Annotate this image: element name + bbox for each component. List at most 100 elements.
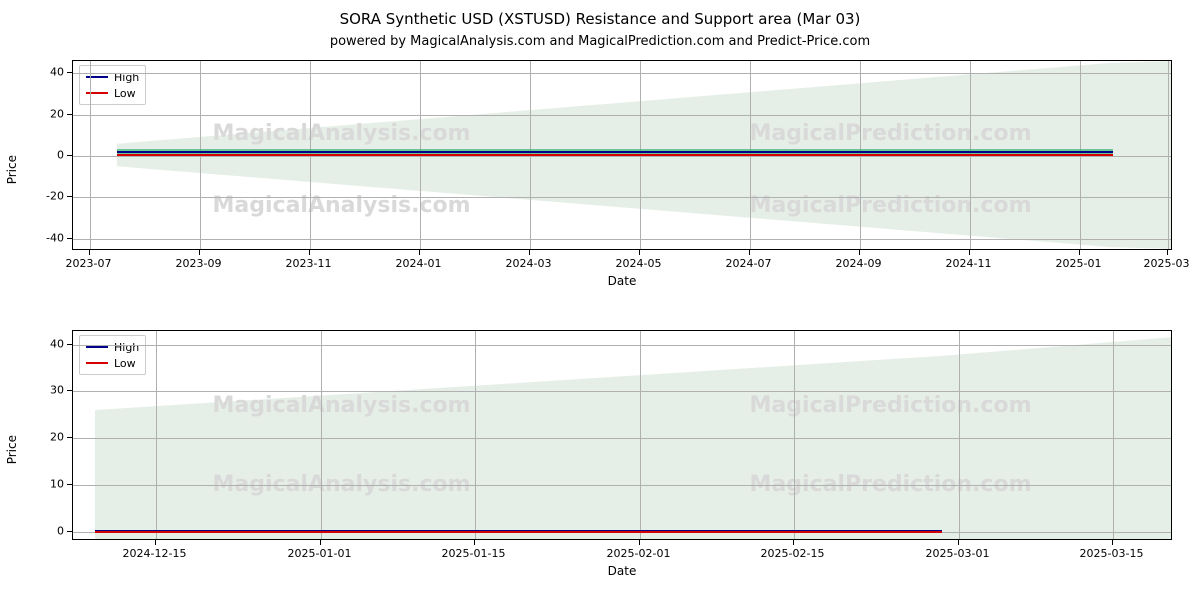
y-tick-label: 30 — [24, 384, 64, 397]
tick-mark — [419, 250, 420, 255]
legend-swatch-low — [86, 362, 108, 364]
x-tick-label: 2023-09 — [176, 257, 222, 270]
x-tick-label: 2024-01 — [396, 257, 442, 270]
legend-item-high: High — [86, 69, 139, 85]
chart-title: SORA Synthetic USD (XSTUSD) Resistance a… — [0, 10, 1200, 28]
tick-mark — [67, 531, 72, 532]
gridline — [156, 331, 157, 539]
watermark: MagicalAnalysis.com — [213, 121, 471, 146]
y-axis-label: Price — [5, 435, 19, 464]
x-tick-label: 2024-03 — [506, 257, 552, 270]
page: SORA Synthetic USD (XSTUSD) Resistance a… — [0, 0, 1200, 600]
tick-mark — [1167, 250, 1168, 255]
y-tick-label: 40 — [24, 337, 64, 350]
gridline — [73, 197, 1171, 198]
legend-item-high: High — [86, 339, 139, 355]
gridline — [73, 485, 1171, 486]
tick-mark — [67, 114, 72, 115]
tick-mark — [474, 540, 475, 545]
x-tick-label: 2024-11 — [946, 257, 992, 270]
y-tick-label: 0 — [24, 149, 64, 162]
shade-lower — [73, 331, 1171, 539]
watermark: MagicalAnalysis.com — [213, 393, 471, 418]
legend-swatch-high — [86, 346, 108, 348]
chart-subtitle: powered by MagicalAnalysis.com and Magic… — [0, 34, 1200, 49]
tick-mark — [1112, 540, 1113, 545]
gridline — [73, 438, 1171, 439]
tick-mark — [639, 540, 640, 545]
y-tick-label: 20 — [24, 107, 64, 120]
x-tick-label: 2024-09 — [836, 257, 882, 270]
x-tick-label: 2025-03-15 — [1080, 547, 1144, 560]
y-tick-label: -40 — [24, 231, 64, 244]
watermark-row-bot-1: MagicalAnalysis.com MagicalPrediction.co… — [73, 393, 1171, 418]
x-axis-label: Date — [72, 564, 1172, 578]
tick-mark — [67, 344, 72, 345]
tick-mark — [309, 250, 310, 255]
gridline — [73, 239, 1171, 240]
legend-item-low: Low — [86, 85, 139, 101]
legend-label: Low — [114, 87, 136, 100]
gridline — [73, 345, 1171, 346]
x-tick-label: 2025-03 — [1144, 257, 1190, 270]
y-tick-label: 10 — [24, 477, 64, 490]
gridline — [73, 73, 1171, 74]
gridline — [73, 115, 1171, 116]
watermark-row-top-1: MagicalAnalysis.com MagicalPrediction.co… — [73, 121, 1171, 146]
y-tick-label: 20 — [24, 431, 64, 444]
gridline — [640, 331, 641, 539]
legend-label: High — [114, 341, 139, 354]
tick-mark — [89, 250, 90, 255]
tick-mark — [969, 250, 970, 255]
gridline — [90, 61, 91, 249]
low-line — [95, 531, 942, 533]
tick-mark — [67, 390, 72, 391]
low-line — [117, 154, 1113, 156]
x-tick-label: 2023-11 — [286, 257, 332, 270]
tick-mark — [67, 196, 72, 197]
gridline — [794, 331, 795, 539]
tick-mark — [67, 238, 72, 239]
x-tick-label: 2025-02-15 — [761, 547, 825, 560]
tick-mark — [67, 484, 72, 485]
tick-mark — [859, 250, 860, 255]
gridline — [959, 331, 960, 539]
legend-label: Low — [114, 357, 136, 370]
y-tick-label: 0 — [24, 524, 64, 537]
y-axis-label: Price — [5, 155, 19, 184]
x-tick-label: 2025-02-01 — [607, 547, 671, 560]
x-tick-label: 2024-07 — [726, 257, 772, 270]
chart-bottom: MagicalAnalysis.com MagicalPrediction.co… — [72, 330, 1172, 540]
tick-mark — [67, 437, 72, 438]
gridline — [321, 331, 322, 539]
tick-mark — [199, 250, 200, 255]
x-tick-label: 2023-07 — [66, 257, 112, 270]
tick-mark — [793, 540, 794, 545]
x-tick-label: 2024-12-15 — [123, 547, 187, 560]
tick-mark — [749, 250, 750, 255]
gridline — [1113, 331, 1114, 539]
x-tick-label: 2025-01 — [1056, 257, 1102, 270]
y-tick-label: -20 — [24, 190, 64, 203]
tick-mark — [1079, 250, 1080, 255]
x-tick-label: 2025-01-01 — [288, 547, 352, 560]
gridline — [73, 391, 1171, 392]
x-axis-label: Date — [72, 274, 1172, 288]
watermark: MagicalPrediction.com — [750, 393, 1032, 418]
gridline — [475, 331, 476, 539]
x-tick-label: 2024-05 — [616, 257, 662, 270]
tick-mark — [155, 540, 156, 545]
high-line — [117, 151, 1113, 153]
tick-mark — [67, 72, 72, 73]
tick-mark — [958, 540, 959, 545]
tick-mark — [639, 250, 640, 255]
gridline — [1168, 61, 1169, 249]
tick-mark — [320, 540, 321, 545]
chart-top: MagicalAnalysis.com MagicalPrediction.co… — [72, 60, 1172, 250]
tick-mark — [67, 155, 72, 156]
legend-item-low: Low — [86, 355, 139, 371]
watermark: MagicalPrediction.com — [750, 121, 1032, 146]
tick-mark — [529, 250, 530, 255]
y-tick-label: 40 — [24, 66, 64, 79]
x-tick-label: 2025-03-01 — [926, 547, 990, 560]
